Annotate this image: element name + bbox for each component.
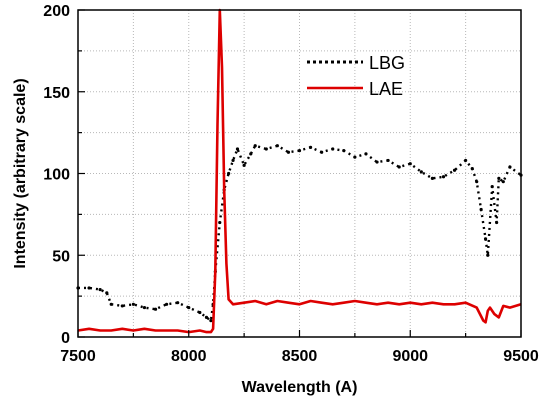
legend-label-lae: LAE [369,79,403,99]
data-point-lbg [464,158,468,163]
data-point-lbg [242,163,246,167]
data-point-lbg [176,301,180,305]
data-point-lbg [331,147,335,151]
data-point-lbg [479,207,483,212]
data-point-lbg [508,165,512,169]
legend: LBG LAE [307,53,405,99]
data-point-lbg [209,319,213,323]
data-point-lbg [430,176,434,181]
data-point-lbg [364,152,368,156]
data-point-lbg [386,158,390,163]
data-point-lbg [187,305,191,310]
data-point-lbg [275,144,279,148]
data-point-lbg [131,302,135,306]
x-axis-title: Wavelength (A) [242,379,358,396]
x-tick-label: 9000 [392,348,428,365]
data-point-lbg [231,158,235,163]
data-point-lbg [486,253,490,257]
data-point-lbg [98,287,102,292]
data-point-lbg [452,168,457,172]
data-point-lbg [441,175,446,179]
y-tick-label: 200 [43,3,70,20]
legend-label-lbg: LBG [369,53,405,73]
data-point-lbg [475,180,479,184]
data-point-lbg [218,220,222,225]
data-point-lbg [264,147,268,151]
axis-ticks: 7500 8000 8500 9000 9500 0 50 100 150 200 [43,3,539,365]
data-point-lbg [253,144,257,148]
series-line-lae [77,8,522,334]
plot-area [76,8,523,334]
data-point-lbg [227,171,231,176]
data-point-lbg [153,307,158,311]
y-axis-title: Intensity (arbitrary scale) [12,78,29,268]
data-point-lbg [483,237,488,241]
data-point-lbg [120,304,124,308]
y-tick-label: 150 [43,85,70,102]
data-point-lbg [165,302,169,306]
data-point-lbg [353,155,357,159]
data-point-lbg [308,145,313,149]
x-tick-label: 7500 [60,348,96,365]
y-tick-label: 0 [61,330,70,347]
y-tick-label: 100 [43,167,70,184]
x-tick-label: 9500 [503,348,539,365]
data-point-lbg [198,310,202,315]
x-tick-label: 8500 [282,348,318,365]
series-line-lbg [78,144,522,323]
data-point-lbg [497,176,501,181]
data-point-lbg [470,166,474,171]
data-point-lbg [408,162,412,166]
data-point-lbg [87,286,91,290]
data-point-lbg [142,305,147,310]
data-point-lbg [109,302,113,306]
data-point-lbg [204,315,209,319]
data-point-lbg [397,165,401,169]
data-point-lbg [286,150,291,154]
data-point-lbg [320,150,324,154]
data-point-lbg [297,149,302,153]
data-point-lbg [235,147,240,151]
x-tick-label: 8000 [171,348,207,365]
data-point-lbg [342,149,346,153]
data-point-lbg [495,220,499,225]
data-point-lbg [419,170,423,174]
data-point-lbg [105,291,109,295]
data-point-lbg [249,152,253,156]
y-tick-label: 50 [52,248,70,265]
data-point-lbg [501,180,505,184]
data-point-lbg [375,160,379,164]
gridlines [78,10,521,337]
data-point-lbg [490,184,494,189]
